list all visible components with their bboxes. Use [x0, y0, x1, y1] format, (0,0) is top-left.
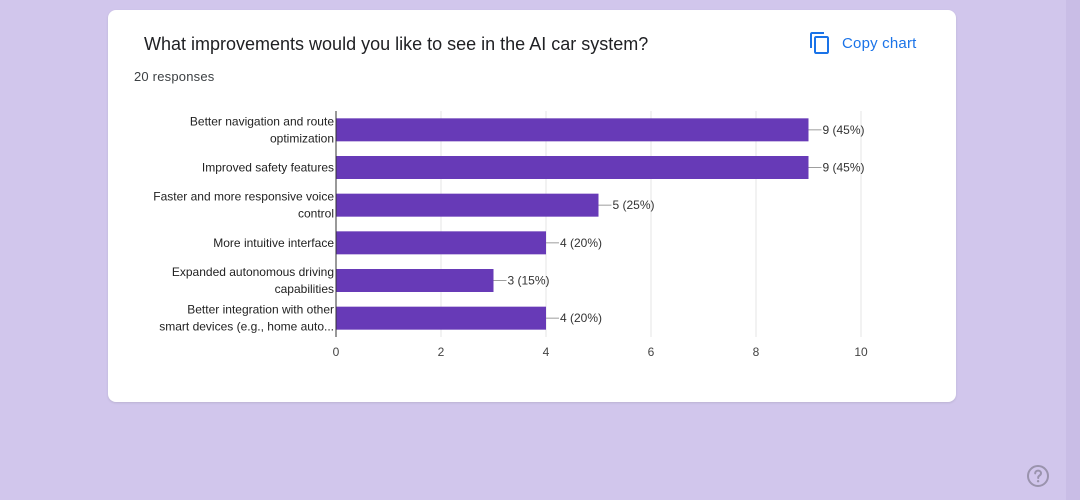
bar-chart: 0 2 4 6 8 10 9 (45%) Better navigation and rout…: [153, 111, 868, 359]
category-label: Expanded autonomous driving: [172, 265, 334, 279]
category-label: Faster and more responsive voice: [153, 190, 334, 204]
x-tick-label: 0: [333, 345, 340, 359]
x-tick-label: 8: [753, 345, 760, 359]
page-edge-strip: [1066, 0, 1080, 500]
bar: [336, 231, 546, 255]
category-label: optimization: [270, 131, 334, 145]
data-label: 5 (25%): [613, 198, 655, 212]
category-label: capabilities: [275, 282, 334, 296]
x-tick-label: 4: [543, 345, 550, 359]
response-count: 20 responses: [134, 69, 215, 84]
category-label: smart devices (e.g., home auto...: [159, 320, 334, 334]
bar: [336, 306, 546, 330]
help-icon[interactable]: [1026, 464, 1050, 488]
data-label: 9 (45%): [823, 123, 865, 137]
category-label: Better integration with other: [187, 303, 334, 317]
category-label: control: [298, 207, 334, 221]
x-tick-label: 10: [854, 345, 868, 359]
question-title: What improvements would you like to see …: [144, 34, 649, 54]
category-label: More intuitive interface: [213, 236, 334, 250]
category-label: Improved safety features: [202, 161, 334, 175]
copy-chart-label: Copy chart: [842, 34, 917, 52]
x-tick-label: 6: [648, 345, 655, 359]
x-tick-label: 2: [438, 345, 445, 359]
response-summary-card: What improvements would you like to see …: [108, 10, 956, 402]
copy-chart-button[interactable]: Copy chart: [808, 30, 917, 56]
bar: [336, 118, 809, 142]
data-label: 9 (45%): [823, 161, 865, 175]
category-label: Better navigation and route: [190, 114, 334, 128]
bar: [336, 193, 599, 217]
bar: [336, 156, 809, 179]
data-label: 4 (20%): [560, 311, 602, 325]
copy-icon: [810, 32, 829, 54]
data-label: 4 (20%): [560, 236, 602, 250]
data-label: 3 (15%): [508, 274, 550, 288]
bar: [336, 269, 494, 292]
